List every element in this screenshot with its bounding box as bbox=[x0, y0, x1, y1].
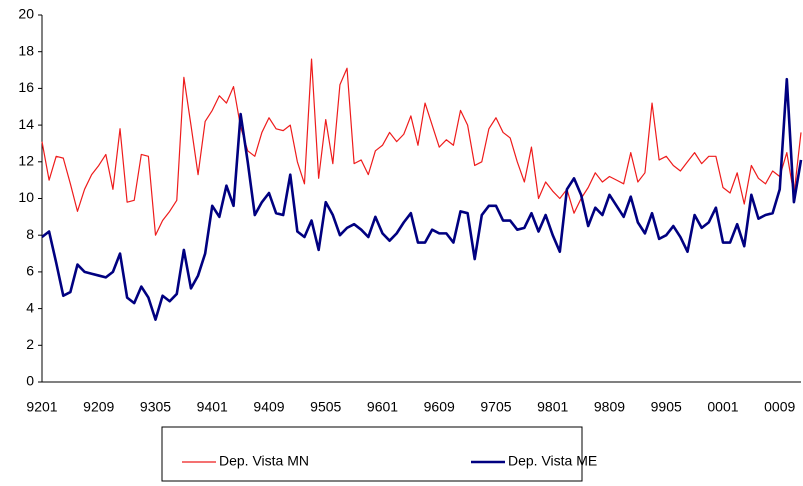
legend-label: Dep. Vista MN bbox=[219, 453, 309, 469]
y-tick-label: 12 bbox=[18, 153, 34, 169]
x-tick-label: 9705 bbox=[480, 399, 511, 415]
y-tick-label: 18 bbox=[18, 42, 34, 58]
series-line bbox=[41, 58, 802, 236]
series-line bbox=[41, 77, 803, 321]
y-tick-label: 10 bbox=[18, 189, 34, 205]
x-tick-label: 9609 bbox=[424, 399, 455, 415]
y-tick-label: 0 bbox=[26, 373, 34, 389]
x-tick-label: 9401 bbox=[197, 399, 228, 415]
x-tick-label: 9305 bbox=[140, 399, 171, 415]
y-tick-label: 14 bbox=[18, 116, 34, 132]
y-tick-label: 6 bbox=[26, 263, 34, 279]
y-tick-label: 4 bbox=[26, 299, 34, 315]
y-tick-label: 2 bbox=[26, 336, 34, 352]
y-tick-label: 8 bbox=[26, 226, 34, 242]
legend-box bbox=[161, 426, 583, 482]
x-tick-label: 0001 bbox=[707, 399, 738, 415]
x-tick-label: 9505 bbox=[310, 399, 341, 415]
x-tick-label: 9801 bbox=[537, 399, 568, 415]
y-tick-label: 16 bbox=[18, 79, 34, 95]
x-tick-label: 9409 bbox=[253, 399, 284, 415]
x-tick-label: 9601 bbox=[367, 399, 398, 415]
x-tick-label: 9809 bbox=[594, 399, 625, 415]
y-tick-label: 20 bbox=[18, 6, 34, 22]
x-tick-label: 9201 bbox=[26, 399, 57, 415]
x-tick-label: 9905 bbox=[651, 399, 682, 415]
x-tick-label: 0009 bbox=[764, 399, 795, 415]
x-tick-label: 9209 bbox=[83, 399, 114, 415]
legend-label: Dep. Vista ME bbox=[508, 453, 597, 469]
